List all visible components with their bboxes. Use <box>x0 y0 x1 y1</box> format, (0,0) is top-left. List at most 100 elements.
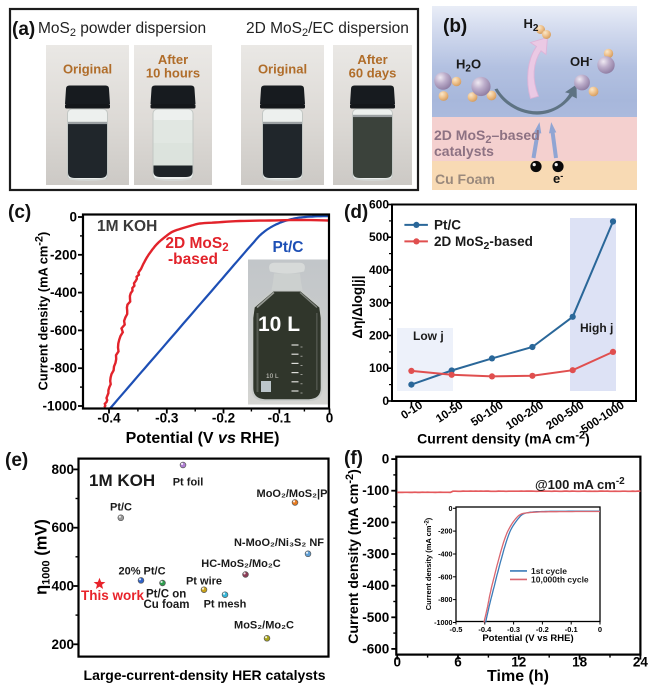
svg-text:Pt mesh: Pt mesh <box>204 599 247 611</box>
svg-text:-100: -100 <box>362 483 389 498</box>
svg-text:catalysts: catalysts <box>434 143 494 159</box>
svg-text:Cu foam: Cu foam <box>144 599 190 611</box>
svg-text:-600: -600 <box>438 572 452 581</box>
svg-text:Current density (mA cm-2): Current density (mA cm-2) <box>424 517 433 610</box>
svg-text:-400: -400 <box>50 285 77 300</box>
svg-text:0: 0 <box>69 210 77 225</box>
svg-text:500: 500 <box>369 230 389 244</box>
svg-text:0: 0 <box>382 452 390 467</box>
svg-text:10 L: 10 L <box>266 373 279 380</box>
svg-text:10 hours: 10 hours <box>146 66 200 81</box>
svg-text:Pt/C: Pt/C <box>434 218 461 233</box>
svg-text:0: 0 <box>449 504 453 513</box>
svg-text:After: After <box>158 52 188 67</box>
svg-text:2D MoS2/EC dispersion: 2D MoS2/EC dispersion <box>246 20 409 39</box>
svg-text:Original: Original <box>63 62 112 77</box>
svg-text:-300: -300 <box>362 547 389 562</box>
svg-text:10,000th cycle: 10,000th cycle <box>531 575 589 585</box>
svg-text:6: 6 <box>454 655 462 670</box>
svg-text:2D MoS2–based: 2D MoS2–based <box>434 127 540 146</box>
svg-text:60 days: 60 days <box>349 66 397 81</box>
svg-text:0: 0 <box>382 394 389 408</box>
svg-text:12: 12 <box>511 655 526 670</box>
svg-text:300: 300 <box>369 296 389 310</box>
svg-text:MoS2 powder dispersion: MoS2 powder dispersion <box>38 20 206 39</box>
svg-text:800: 800 <box>51 462 74 477</box>
svg-text:This work: This work <box>81 588 145 603</box>
svg-text:0: 0 <box>598 625 602 634</box>
svg-text:Pt/C: Pt/C <box>273 239 304 256</box>
svg-text:-200: -200 <box>362 515 389 530</box>
svg-text:N-MoO₂/Ni₃S₂ NF: N-MoO₂/Ni₃S₂ NF <box>234 537 324 549</box>
svg-text:200: 200 <box>51 637 74 652</box>
svg-text:-0.5: -0.5 <box>450 625 463 634</box>
svg-text:1M KOH: 1M KOH <box>89 471 155 490</box>
svg-text:600: 600 <box>51 520 74 535</box>
svg-text:Time (h): Time (h) <box>487 668 549 685</box>
svg-text:-800: -800 <box>50 361 77 376</box>
svg-text:-1000: -1000 <box>42 399 77 414</box>
svg-text:Potential (V vs RHE): Potential (V vs RHE) <box>126 430 280 447</box>
svg-text:-0.2: -0.2 <box>536 625 549 634</box>
svg-text:200: 200 <box>369 329 389 343</box>
svg-text:400: 400 <box>51 579 74 594</box>
svg-text:H2O: H2O <box>456 57 481 75</box>
svg-text:-600: -600 <box>50 323 77 338</box>
svg-text:-800: -800 <box>438 595 452 604</box>
svg-text:0: 0 <box>393 655 401 670</box>
svg-text:Low j: Low j <box>413 329 444 343</box>
svg-text:(c): (c) <box>8 202 31 223</box>
svg-text:24: 24 <box>633 655 649 670</box>
svg-text:18: 18 <box>572 655 588 670</box>
svg-text:600: 600 <box>369 198 389 212</box>
svg-text:Large-current-density HER cata: Large-current-density HER catalysts <box>84 667 326 683</box>
svg-text:Pt foil: Pt foil <box>173 477 204 489</box>
svg-text:Current density (mA cm-2): Current density (mA cm-2) <box>417 430 590 447</box>
svg-text:-200: -200 <box>50 247 77 262</box>
svg-text:Current density (mA cm-2): Current density (mA cm-2) <box>344 469 362 644</box>
svg-text:Pt wire: Pt wire <box>186 576 222 588</box>
svg-text:(f): (f) <box>344 448 363 469</box>
svg-text:0: 0 <box>326 411 334 426</box>
svg-text:100: 100 <box>369 361 389 375</box>
svg-text:High j: High j <box>580 321 613 335</box>
svg-text:Δη/Δlog|j|: Δη/Δlog|j| <box>350 276 365 339</box>
svg-text:Pt/C on: Pt/C on <box>146 589 186 601</box>
svg-text:Current density (mA cm-2): Current density (mA cm-2) <box>34 232 51 391</box>
svg-text:-0.4: -0.4 <box>478 625 492 634</box>
svg-text:2D MoS2: 2D MoS2 <box>165 235 228 254</box>
svg-text:-0.1: -0.1 <box>565 625 578 634</box>
svg-text:-400: -400 <box>362 578 389 593</box>
svg-text:-200: -200 <box>438 527 452 536</box>
svg-text:-600: -600 <box>362 641 389 656</box>
svg-text:10 L: 10 L <box>258 313 300 336</box>
svg-text:(d): (d) <box>344 202 368 223</box>
svg-text:400: 400 <box>369 263 389 277</box>
svg-text:1st cycle: 1st cycle <box>531 566 567 576</box>
svg-text:-based: -based <box>168 251 218 268</box>
svg-text:20% Pt/C: 20% Pt/C <box>118 566 165 578</box>
svg-text:e-: e- <box>553 171 563 186</box>
svg-text:1M KOH: 1M KOH <box>97 218 157 235</box>
svg-text:-0.3: -0.3 <box>507 625 520 634</box>
svg-text:-400: -400 <box>438 550 452 559</box>
svg-text:-0.2: -0.2 <box>212 411 235 426</box>
svg-text:Pt/C: Pt/C <box>110 502 132 514</box>
svg-text:-1000: -1000 <box>434 618 452 627</box>
svg-text:-500: -500 <box>362 610 389 625</box>
svg-text:(e): (e) <box>5 450 28 471</box>
svg-text:Cu Foam: Cu Foam <box>435 171 495 187</box>
svg-text:2D MoS2-based: 2D MoS2-based <box>434 234 533 252</box>
svg-text:MoS₂/Mo₂C: MoS₂/Mo₂C <box>234 620 294 632</box>
svg-text:OH-: OH- <box>570 54 593 69</box>
svg-text:HC-MoS₂/Mo₂C: HC-MoS₂/Mo₂C <box>201 558 280 570</box>
svg-text:-0.3: -0.3 <box>155 411 179 426</box>
svg-text:-0.4: -0.4 <box>97 411 121 426</box>
svg-text:Original: Original <box>258 62 307 77</box>
svg-text:(b): (b) <box>443 16 467 37</box>
svg-text:MoO₂/MoS₂|P: MoO₂/MoS₂|P <box>257 488 328 500</box>
svg-text:@100 mA cm-2: @100 mA cm-2 <box>535 476 625 492</box>
svg-text:-0.1: -0.1 <box>268 411 292 426</box>
svg-text:After: After <box>357 52 387 67</box>
svg-text:Potential (V vs RHE): Potential (V vs RHE) <box>482 633 573 644</box>
